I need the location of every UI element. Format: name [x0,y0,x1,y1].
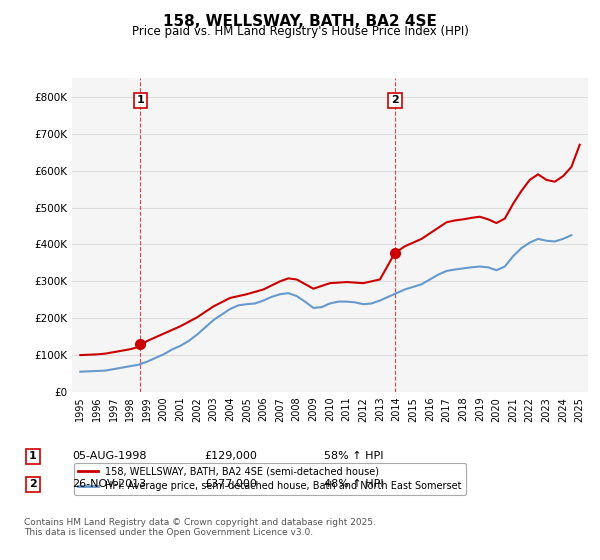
Text: 1: 1 [29,451,37,461]
Text: 48% ↑ HPI: 48% ↑ HPI [324,479,383,489]
Text: 2: 2 [29,479,37,489]
Text: 58% ↑ HPI: 58% ↑ HPI [324,451,383,461]
Text: 158, WELLSWAY, BATH, BA2 4SE: 158, WELLSWAY, BATH, BA2 4SE [163,14,437,29]
Text: 26-NOV-2013: 26-NOV-2013 [72,479,146,489]
Text: £377,000: £377,000 [204,479,257,489]
Text: 2: 2 [391,95,399,105]
Text: 1: 1 [136,95,144,105]
Text: Price paid vs. HM Land Registry's House Price Index (HPI): Price paid vs. HM Land Registry's House … [131,25,469,38]
Text: Contains HM Land Registry data © Crown copyright and database right 2025.
This d: Contains HM Land Registry data © Crown c… [24,518,376,538]
Text: £129,000: £129,000 [204,451,257,461]
Legend: 158, WELLSWAY, BATH, BA2 4SE (semi-detached house), HPI: Average price, semi-det: 158, WELLSWAY, BATH, BA2 4SE (semi-detac… [74,463,466,496]
Text: 05-AUG-1998: 05-AUG-1998 [72,451,146,461]
